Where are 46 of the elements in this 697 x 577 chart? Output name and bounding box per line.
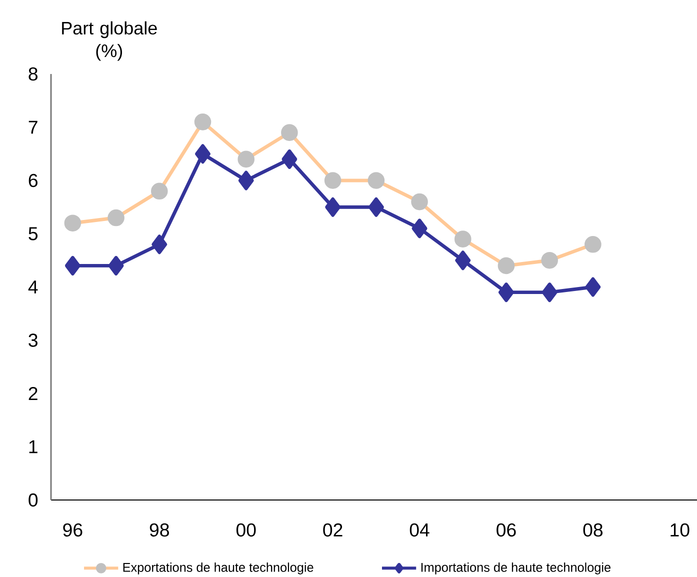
- point: [585, 277, 601, 297]
- point: [108, 256, 124, 276]
- y-tick-label: 0: [28, 493, 38, 507]
- point: [455, 250, 471, 270]
- x-tick-label: 06: [496, 523, 516, 537]
- x-tick-label: 00: [236, 523, 256, 537]
- point: [412, 218, 428, 238]
- x-tick-label: 96: [63, 523, 82, 537]
- point: [281, 124, 298, 141]
- point: [325, 197, 341, 217]
- y-tick-label: 8: [28, 67, 38, 81]
- y-tick-label: 4: [28, 280, 38, 294]
- point: [498, 282, 514, 302]
- x-tick-label: 10: [670, 523, 690, 537]
- point: [368, 172, 385, 189]
- point: [108, 209, 124, 226]
- point: [64, 214, 82, 232]
- point: [194, 114, 212, 130]
- legend-label: Exportations de haute technologie: [123, 562, 314, 574]
- point: [454, 230, 472, 248]
- x-tick-label: 02: [323, 523, 342, 537]
- x-tick-label: 08: [583, 523, 603, 537]
- y-tick-label: 6: [28, 174, 38, 188]
- y-tick-label: 1: [29, 440, 38, 454]
- point: [498, 257, 515, 274]
- point: [238, 170, 254, 190]
- point: [411, 193, 428, 210]
- y-tick-label: 3: [28, 334, 38, 347]
- y-tick-label: 2: [28, 386, 38, 400]
- point: [541, 252, 558, 269]
- legend-label: Importations de haute technologie: [421, 562, 610, 574]
- point: [238, 150, 254, 168]
- point: [368, 197, 384, 217]
- x-tick-label: 04: [410, 523, 430, 537]
- point: [152, 234, 168, 254]
- point: [324, 172, 342, 189]
- y-axis-title: Part globale (%): [62, 21, 157, 61]
- point: [584, 236, 602, 253]
- point: [195, 144, 210, 164]
- y-tick-label: 5: [28, 227, 38, 240]
- y-tick-label: 7: [28, 120, 38, 134]
- point: [282, 149, 298, 169]
- x-tick-label: 98: [150, 523, 169, 537]
- point: [542, 282, 558, 302]
- point: [150, 182, 168, 200]
- point: [64, 256, 80, 276]
